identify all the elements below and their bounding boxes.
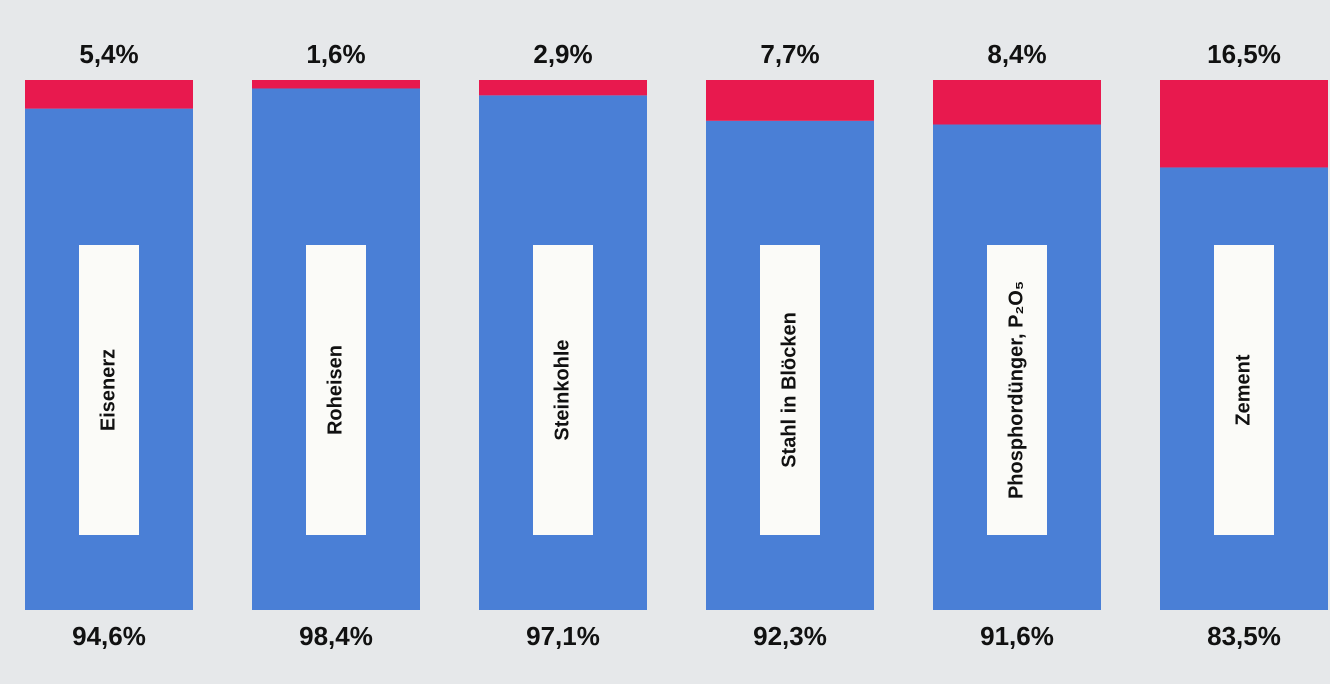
value-label: 16,5% — [1207, 39, 1281, 69]
label-box — [760, 245, 820, 535]
value-label: 7,7% — [760, 39, 819, 69]
value-label: 1,6% — [306, 39, 365, 69]
value-label: 97,1% — [526, 621, 600, 651]
category-label: Eisenerz — [97, 349, 119, 431]
value-label: 8,4% — [987, 39, 1046, 69]
bar-segment — [479, 80, 647, 96]
label-box — [987, 245, 1047, 535]
bar-segment — [933, 80, 1101, 125]
category-label: Steinkohle — [551, 339, 573, 440]
bar-segment — [252, 80, 420, 89]
category-label: Zement — [1232, 354, 1254, 425]
value-label: 83,5% — [1207, 621, 1281, 651]
bar-segment — [706, 80, 874, 121]
value-label: 92,3% — [753, 621, 827, 651]
value-label: 94,6% — [72, 621, 146, 651]
bar-segment — [1160, 80, 1328, 168]
bar-segment — [25, 80, 193, 109]
label-box — [79, 245, 139, 535]
value-label: 5,4% — [79, 39, 138, 69]
value-label: 91,6% — [980, 621, 1054, 651]
category-label: Roheisen — [324, 345, 346, 435]
value-label: 2,9% — [533, 39, 592, 69]
label-box — [306, 245, 366, 535]
category-label: Phosphordünger, P₂O₅ — [1005, 281, 1027, 499]
category-label: Stahl in Blöcken — [778, 312, 800, 468]
value-label: 98,4% — [299, 621, 373, 651]
label-box — [533, 245, 593, 535]
label-box — [1214, 245, 1274, 535]
